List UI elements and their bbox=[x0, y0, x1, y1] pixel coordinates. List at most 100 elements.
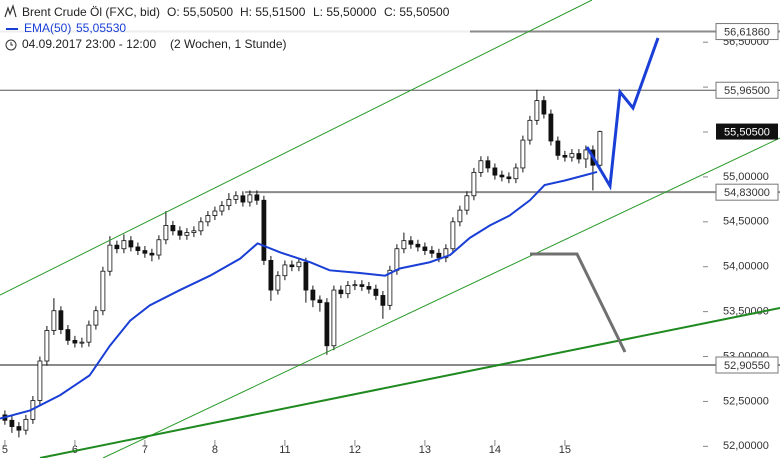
channel-upper bbox=[0, 0, 593, 296]
candle-body bbox=[415, 243, 421, 248]
candle-body bbox=[492, 167, 498, 176]
candle-body bbox=[16, 426, 22, 431]
candle-body bbox=[135, 246, 141, 251]
candle-body bbox=[373, 288, 379, 296]
candle-body bbox=[303, 261, 309, 291]
x-tick-label: 14 bbox=[489, 444, 501, 456]
candle-body bbox=[184, 232, 190, 236]
candle-body bbox=[317, 299, 323, 304]
ohlc-open: O: 55,50500 bbox=[167, 5, 233, 19]
level-label-box bbox=[715, 183, 779, 201]
candle-body bbox=[268, 260, 274, 291]
x-tick-label: 12 bbox=[349, 444, 361, 456]
candle-body bbox=[128, 240, 134, 248]
candle-body bbox=[443, 248, 449, 259]
candle-body bbox=[240, 195, 246, 203]
candle-body bbox=[520, 139, 526, 169]
candle-body bbox=[555, 140, 561, 156]
candle-body bbox=[156, 239, 162, 256]
candle-body bbox=[506, 176, 512, 180]
candle-body bbox=[513, 167, 519, 180]
candle-body bbox=[352, 284, 358, 287]
trend-line bbox=[39, 307, 780, 458]
levels bbox=[0, 30, 780, 367]
candle-body bbox=[548, 113, 554, 142]
candle-body bbox=[163, 225, 169, 241]
candle-body bbox=[359, 284, 365, 287]
candle-body bbox=[436, 252, 442, 259]
chart-icon bbox=[4, 4, 17, 18]
candle-body bbox=[289, 264, 295, 268]
candle-body bbox=[170, 225, 176, 232]
forecast-down bbox=[530, 252, 627, 353]
candle-body bbox=[366, 286, 372, 290]
candle-body bbox=[338, 289, 344, 295]
candle-body bbox=[408, 240, 414, 245]
candle-body bbox=[149, 252, 155, 256]
y-tick-label: 55,00000 bbox=[723, 171, 769, 183]
candle-body bbox=[9, 419, 15, 427]
candle-body bbox=[58, 310, 64, 330]
candle-body bbox=[331, 289, 337, 347]
ohlc-high: H: 55,51500 bbox=[240, 5, 306, 19]
candle-body bbox=[380, 295, 386, 306]
last-price-box bbox=[716, 123, 778, 140]
candle-body bbox=[233, 195, 239, 200]
level-label-box bbox=[715, 81, 779, 99]
y-tick-label: 53,50000 bbox=[723, 306, 769, 318]
candle-body bbox=[51, 310, 57, 331]
level-label-box bbox=[715, 23, 779, 41]
x-tick-label: 5 bbox=[2, 444, 8, 456]
x-tick-label: 11 bbox=[279, 444, 290, 456]
candle-body bbox=[429, 250, 435, 254]
candle-body bbox=[457, 209, 463, 223]
candle-body bbox=[394, 248, 400, 271]
candle-body bbox=[191, 230, 197, 233]
candle-body bbox=[198, 221, 204, 232]
candle-body bbox=[583, 149, 589, 160]
candle-body bbox=[478, 160, 484, 173]
candle-body bbox=[450, 221, 456, 250]
ema-legend: EMA(50) bbox=[24, 21, 71, 35]
forecast-up bbox=[585, 37, 660, 191]
level-label: 55,96500 bbox=[724, 85, 770, 97]
candle-body bbox=[254, 194, 260, 201]
candle-body bbox=[86, 324, 92, 343]
candle-body bbox=[275, 275, 281, 291]
x-tick-label: 13 bbox=[419, 444, 431, 456]
candle-body bbox=[114, 244, 120, 250]
y-tick-label: 54,50000 bbox=[723, 216, 769, 228]
candle-body bbox=[527, 119, 533, 141]
level-label: 54,83000 bbox=[724, 187, 770, 199]
chart-title: Brent Crude Öl (FXC, bid) bbox=[22, 5, 160, 19]
candle-body bbox=[23, 418, 29, 431]
candle-body bbox=[79, 341, 85, 344]
ohlc-close: C: 55,50500 bbox=[384, 5, 450, 19]
candle-body bbox=[282, 264, 288, 277]
candle-body bbox=[44, 330, 50, 362]
header-bg bbox=[0, 3, 470, 53]
last-price-label: 55,50500 bbox=[724, 126, 770, 138]
candle-body bbox=[576, 153, 582, 160]
candle-body bbox=[310, 289, 316, 301]
date-range: 04.09.2017 23:00 - 12:00 bbox=[22, 37, 156, 51]
candle-body bbox=[387, 269, 393, 306]
candle-body bbox=[65, 329, 71, 341]
candle-body bbox=[142, 250, 148, 254]
candle-body bbox=[597, 131, 603, 166]
period: (2 Wochen, 1 Stunde) bbox=[170, 37, 287, 51]
candle-body bbox=[107, 244, 113, 272]
candle-body bbox=[464, 195, 470, 211]
ema-value: 55,05530 bbox=[76, 21, 126, 35]
price-labels: 56,61860 55,96500 54,83000 52,90550 55,50500 bbox=[715, 23, 779, 374]
candle-body bbox=[562, 154, 568, 158]
candle-body bbox=[534, 100, 540, 121]
candle-body bbox=[324, 302, 330, 347]
candle-body bbox=[422, 246, 428, 251]
header: Brent Crude Öl (FXC, bid) O: 55,50500 H:… bbox=[0, 3, 470, 53]
clock-icon bbox=[5, 39, 17, 51]
x-tick-label: 7 bbox=[142, 444, 148, 456]
candle-body bbox=[219, 205, 225, 212]
candle-body bbox=[226, 198, 232, 207]
